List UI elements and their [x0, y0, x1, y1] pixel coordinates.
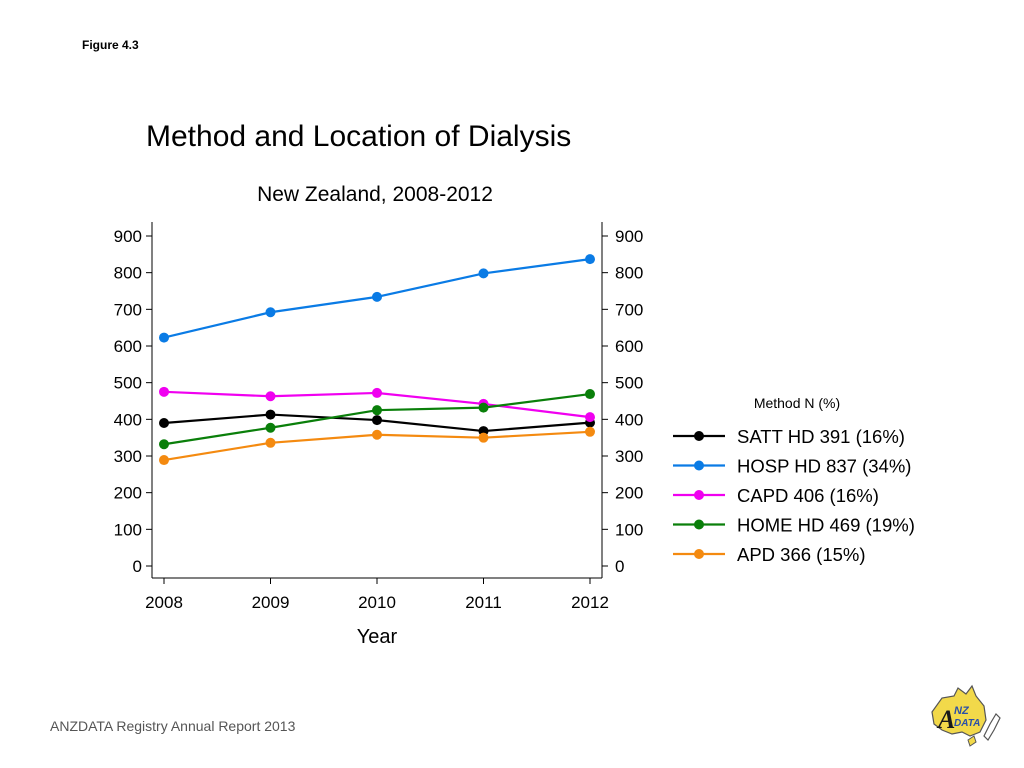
series-point-3 — [478, 402, 489, 413]
series-point-4 — [372, 429, 382, 440]
x-tick-label: 2008 — [145, 593, 183, 612]
y-tick-label-left: 200 — [114, 484, 142, 503]
series-point-3 — [372, 405, 382, 416]
y-tick-label-left: 400 — [114, 410, 142, 429]
y-tick-label-left: 900 — [114, 227, 142, 246]
y-tick-label-right: 600 — [615, 337, 643, 356]
series-point-1 — [585, 254, 595, 265]
y-tick-label-left: 800 — [114, 264, 142, 283]
series-point-0 — [372, 415, 382, 426]
y-tick-label-left: 100 — [114, 520, 142, 539]
y-tick-label-right: 800 — [615, 264, 643, 283]
y-tick-label-left: 300 — [114, 447, 142, 466]
logo-letter: A — [936, 705, 955, 734]
series-point-4 — [478, 432, 489, 443]
y-tick-label-right: 200 — [615, 484, 643, 503]
series-point-1 — [159, 332, 169, 343]
legend-entry: CAPD 406 (16%) — [737, 485, 879, 506]
series-point-2 — [159, 386, 169, 397]
line-chart: 0 0 100 100 200 200 300 300 400 400 500 500 600 600 70… — [114, 222, 915, 648]
y-tick-label-left: 500 — [114, 374, 142, 393]
figure-label: Figure 4.3 — [82, 38, 139, 52]
legend-swatch-point — [694, 549, 704, 559]
x-tick-label: 2009 — [252, 593, 290, 612]
series-point-3 — [159, 439, 169, 450]
legend-entry: HOME HD 469 (19%) — [737, 515, 915, 536]
y-tick-label-right: 300 — [615, 447, 643, 466]
chart-title: Method and Location of Dialysis — [146, 120, 572, 153]
x-tick-label: 2010 — [358, 593, 396, 612]
y-tick-label-right: 700 — [615, 300, 643, 319]
series-point-1 — [372, 291, 382, 302]
x-tick-label: 2011 — [465, 593, 502, 612]
y-tick-label-left: 0 — [133, 557, 142, 576]
legend-entry: SATT HD 391 (16%) — [737, 426, 905, 447]
y-tick-label-left: 600 — [114, 337, 142, 356]
legend-title: Method N (%) — [754, 395, 840, 411]
series-point-1 — [265, 307, 276, 318]
logo-line1: NZ — [954, 705, 970, 717]
legend-swatch-point — [694, 460, 704, 471]
series-point-4 — [585, 426, 595, 437]
series-point-3 — [585, 389, 595, 400]
series-point-0 — [159, 418, 169, 428]
series-point-2 — [585, 412, 595, 423]
y-tick-label-right: 0 — [615, 557, 624, 576]
logo-line2: DATA — [954, 718, 980, 729]
series-point-2 — [372, 387, 382, 398]
legend-swatch-point — [694, 431, 704, 441]
y-tick-label-right: 900 — [615, 227, 643, 246]
legend-swatch-point — [694, 490, 704, 500]
x-axis-title: Year — [357, 626, 398, 648]
y-tick-label-right: 400 — [615, 410, 643, 429]
legend-swatch-point — [694, 519, 704, 530]
series-point-1 — [478, 268, 489, 279]
anzdata-logo-icon: A NZ DATA — [931, 684, 1001, 747]
series-point-3 — [265, 422, 276, 433]
y-tick-label-left: 700 — [114, 300, 142, 319]
x-tick-label: 2012 — [571, 593, 609, 612]
legend-entry: APD 366 (15%) — [737, 544, 866, 565]
y-tick-label-right: 500 — [615, 374, 643, 393]
series-point-4 — [265, 437, 276, 448]
series-point-4 — [159, 455, 169, 466]
legend-entry: HOSP HD 837 (34%) — [737, 456, 911, 477]
series-point-2 — [265, 391, 276, 402]
footer-text: ANZDATA Registry Annual Report 2013 — [50, 718, 296, 734]
series-point-0 — [265, 409, 276, 420]
y-tick-label-right: 100 — [615, 520, 643, 539]
chart-subtitle: New Zealand, 2008-2012 — [257, 183, 493, 206]
